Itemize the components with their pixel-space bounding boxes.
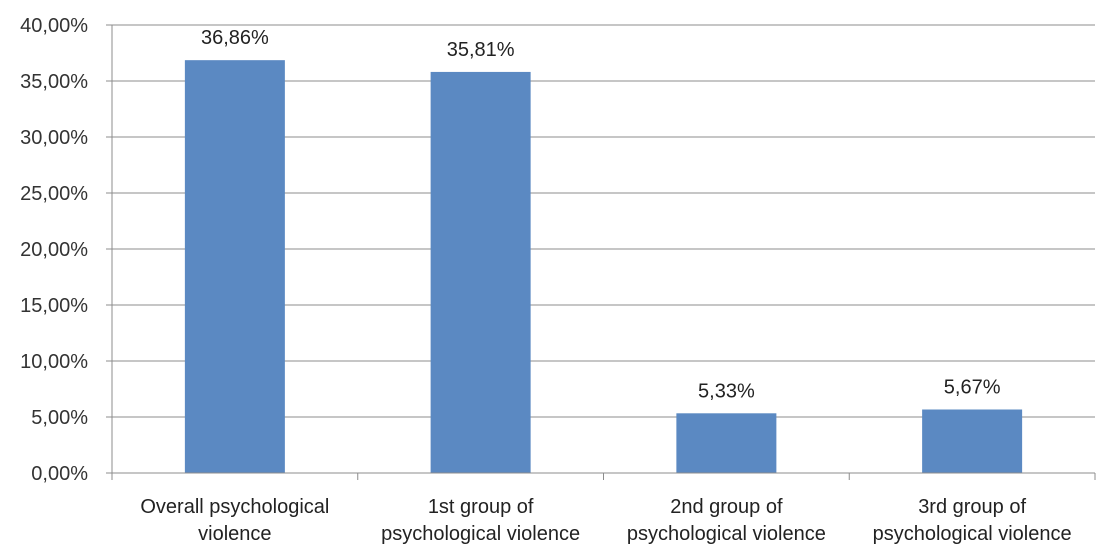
y-tick-label: 30,00% [20, 127, 88, 149]
category-label: 3rd group of psychological violence [873, 496, 1072, 545]
data-label: 5,67% [944, 376, 1001, 398]
y-tick-label: 15,00% [20, 295, 88, 317]
bar [676, 413, 777, 473]
y-tick-label: 20,00% [20, 239, 88, 261]
y-tick-label: 10,00% [20, 351, 88, 373]
y-tick-label: 0,00% [31, 463, 88, 485]
category-label: 2nd group of psychological violence [627, 496, 826, 545]
bar [922, 409, 1023, 473]
data-label: 5,33% [698, 380, 755, 402]
bars [184, 60, 1023, 473]
bar [184, 60, 285, 473]
category-label: Overall psychological violence [140, 496, 329, 545]
y-tick-label: 25,00% [20, 183, 88, 205]
data-label: 35,81% [447, 39, 515, 61]
x-axis [111, 472, 1096, 480]
y-tick-label: 35,00% [20, 71, 88, 93]
data-label: 36,86% [201, 27, 269, 49]
y-tick-label: 5,00% [31, 407, 88, 429]
bar [430, 71, 531, 473]
category-label: 1st group of psychological violence [381, 496, 580, 545]
y-axis-ticks: 0,00% 5,00% 10,00% 15,00% 20,00% 25,00% 30,00%… [20, 15, 88, 485]
data-labels: 36,86% 35,81% 5,33% 5,67% [201, 27, 1001, 402]
y-tick-label: 40,00% [20, 15, 88, 37]
category-labels: Overall psychological violence 1st group o… [140, 496, 1071, 545]
